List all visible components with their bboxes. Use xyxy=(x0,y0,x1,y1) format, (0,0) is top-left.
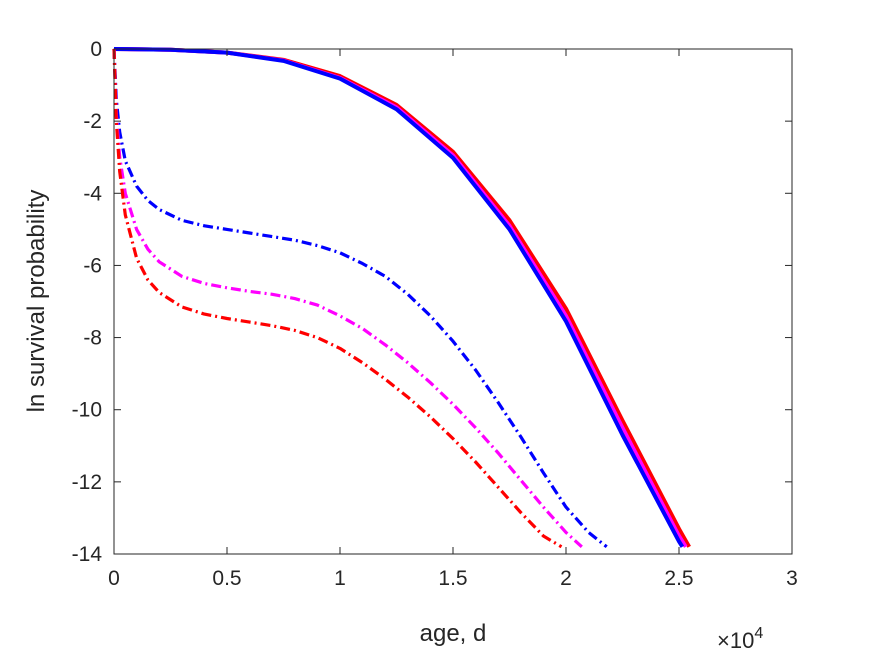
y-axis-label: ln survival probability xyxy=(23,190,50,413)
x-tick-label: 1 xyxy=(334,567,346,590)
series-line-5 xyxy=(112,48,583,548)
x-exponent-label: ×104 xyxy=(717,625,763,653)
x-tick-label: 1.5 xyxy=(438,567,467,590)
y-tick-label: -6 xyxy=(83,254,102,277)
x-exponent-power: 4 xyxy=(754,625,763,642)
series-line-4 xyxy=(112,48,608,549)
x-axis-label: age, d xyxy=(420,620,487,647)
series-line-3 xyxy=(113,47,685,548)
y-tick-label: 0 xyxy=(90,38,102,61)
y-tick-label: -12 xyxy=(72,471,102,494)
x-exponent-prefix: ×10 xyxy=(717,628,754,653)
series-line-6 xyxy=(112,48,563,549)
tick-layer: 0 0.5 1 1.5 2 2.5 3 -14 -12 -10 -8 -6 -4 -2 0 xyxy=(72,38,798,590)
y-tick-label: -8 xyxy=(83,327,102,350)
series-layer xyxy=(112,47,691,549)
y-tick-label: -4 xyxy=(83,182,102,205)
plot-area xyxy=(114,49,792,554)
x-tick-label: 2 xyxy=(560,567,572,590)
x-tick-label: 0.5 xyxy=(212,567,241,590)
x-tick-label: 3 xyxy=(786,567,798,590)
x-tick-label: 0 xyxy=(108,567,120,590)
x-tick-label: 2.5 xyxy=(664,567,693,590)
y-tick-label: -14 xyxy=(72,543,103,566)
y-tick-label: -2 xyxy=(83,110,102,133)
y-tick-label: -10 xyxy=(72,399,102,422)
